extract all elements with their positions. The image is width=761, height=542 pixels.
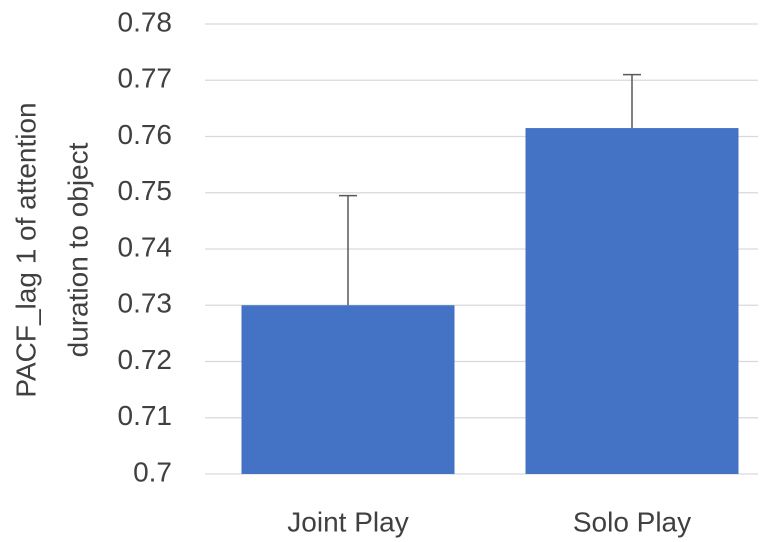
y-tick-label: 0.78 xyxy=(118,6,173,37)
y-tick-label: 0.72 xyxy=(118,344,173,375)
bar xyxy=(241,305,455,474)
y-axis-label: duration to object xyxy=(62,142,93,357)
y-tick-label: 0.7 xyxy=(133,456,172,487)
y-tick-label: 0.71 xyxy=(118,400,173,431)
y-tick-label: 0.73 xyxy=(118,288,173,319)
y-tick-label: 0.76 xyxy=(118,119,173,150)
x-tick-label: Joint Play xyxy=(287,506,408,537)
bar xyxy=(525,128,739,474)
y-tick-label: 0.77 xyxy=(118,63,173,94)
y-tick-label: 0.75 xyxy=(118,175,173,206)
y-axis-label: PACF_lag 1 of attention xyxy=(10,102,41,397)
y-tick-label: 0.74 xyxy=(118,231,173,262)
x-tick-label: Solo Play xyxy=(573,506,691,537)
